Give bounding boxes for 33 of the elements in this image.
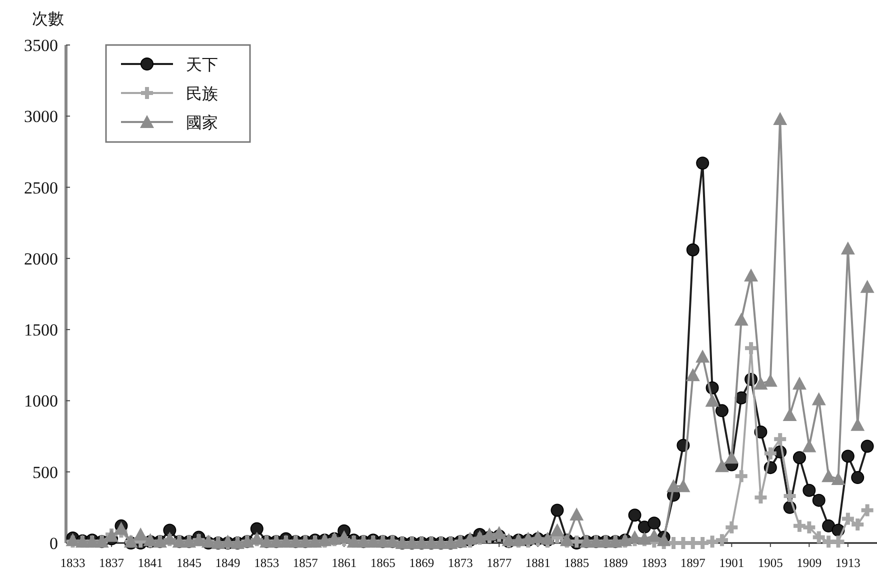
xtick: 1905 [758,556,783,570]
xtick: 1833 [60,556,86,570]
xtick: 1877 [486,556,512,570]
xtick: 1889 [602,556,628,570]
ytick: 1500 [24,320,58,340]
xtick: 1873 [448,556,473,570]
xtick: 1869 [409,556,434,570]
legend-label: 天下 [186,57,218,74]
xtick: 1857 [292,556,318,570]
xtick: 1885 [564,556,590,570]
xtick: 1853 [254,556,280,570]
xtick: 1841 [138,556,163,570]
ytick: 3000 [24,107,58,126]
xtick: 1897 [680,556,706,570]
xtick: 1845 [176,556,202,570]
xtick: 1901 [719,556,744,570]
ylabel: 次數 [32,11,64,28]
legend-label: 民族 [186,85,218,103]
ytick: 3500 [24,36,58,55]
xtick: 1913 [835,556,860,570]
ytick: 0 [50,534,58,553]
xtick: 1893 [642,556,667,570]
legend-label: 國家 [186,114,218,132]
ytick: 2000 [24,249,58,268]
ytick: 2500 [24,178,58,198]
xtick: 1861 [332,556,357,570]
xtick: 1881 [525,556,550,570]
xtick: 1837 [99,556,124,570]
xtick: 1849 [215,556,240,570]
xtick: 1909 [796,556,822,570]
ytick: 1000 [24,392,58,411]
xtick: 1865 [370,556,396,570]
ytick: 500 [32,462,58,482]
